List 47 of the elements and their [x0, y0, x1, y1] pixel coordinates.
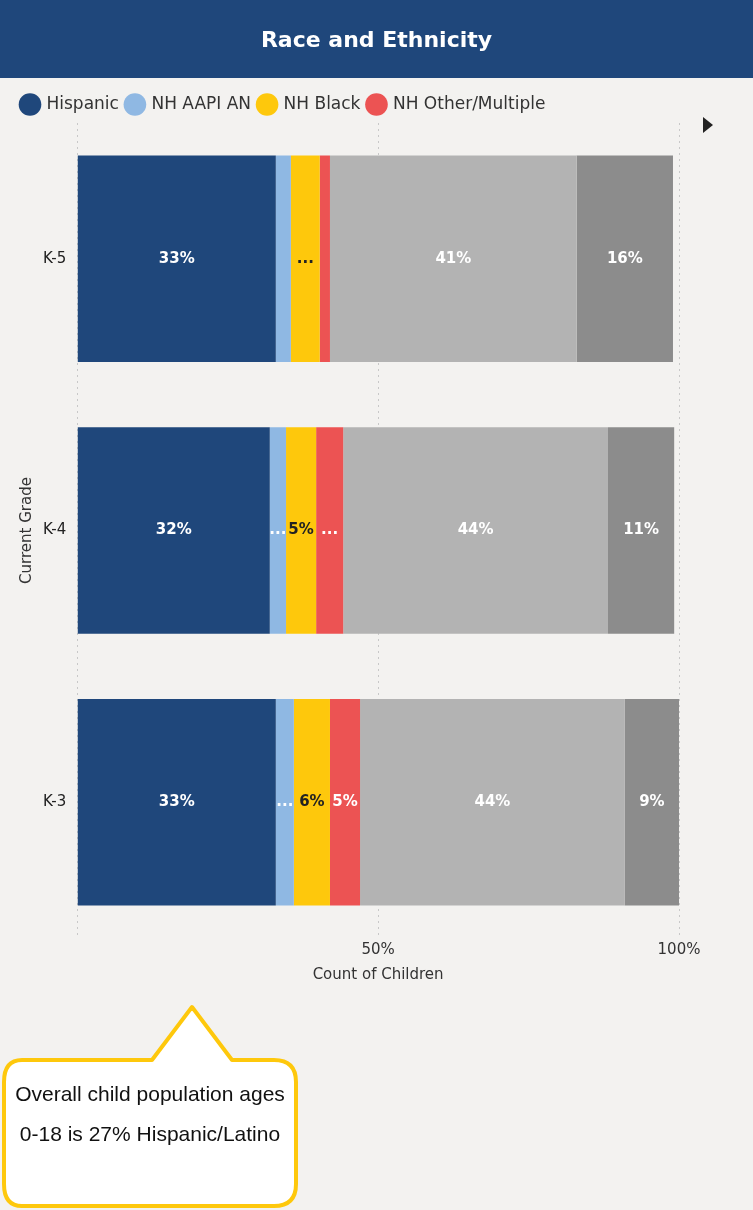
bar: [275, 698, 294, 906]
bar: [319, 155, 330, 363]
bar: [329, 155, 577, 363]
data-label: 33%: [158, 248, 195, 267]
data-label: 44%: [457, 520, 494, 539]
legend-label: Hispanic: [46, 92, 119, 113]
data-label: 16%: [606, 248, 643, 267]
data-label: 32%: [155, 520, 192, 539]
y-axis-title: Current Grade: [16, 477, 35, 584]
data-label: 5%: [288, 520, 314, 539]
bar: [360, 698, 625, 906]
bar: [77, 698, 276, 906]
bar: [316, 427, 344, 634]
data-label: 33%: [158, 792, 195, 811]
data-label: 11%: [623, 520, 660, 539]
bar: [343, 427, 608, 634]
y-tick-label: K-3: [43, 792, 67, 811]
bar: [576, 155, 673, 363]
bar: [286, 427, 317, 634]
data-label: 6%: [299, 792, 325, 811]
data-label: 9%: [639, 792, 665, 811]
speech-bubble: Overall child population ages 0-18 is 27% Hispanic/Latino: [2, 1004, 298, 1208]
data-label: 41%: [435, 248, 472, 267]
y-tick-label: K-4: [43, 520, 67, 539]
data-label: ...: [296, 248, 314, 267]
bar: [275, 155, 291, 363]
bar: [269, 427, 287, 634]
data-label: ...: [321, 520, 339, 539]
data-label: ...: [269, 520, 287, 539]
bar: [329, 698, 361, 906]
data-label: 44%: [474, 792, 511, 811]
x-axis-title: Count of Children: [312, 964, 444, 983]
data-label: ...: [276, 792, 294, 811]
bar: [77, 155, 276, 363]
bar: [293, 698, 330, 906]
bar: [624, 698, 679, 906]
bar: [77, 427, 270, 634]
legend-label: NH AAPI AN: [151, 92, 252, 113]
y-tick-label: K-5: [43, 248, 67, 267]
bar: [607, 427, 675, 634]
x-tick-label: 50%: [361, 939, 395, 958]
data-label: 5%: [332, 792, 358, 811]
x-tick-label: 100%: [657, 939, 701, 958]
chart-title: Race and Ethnicity: [0, 0, 753, 78]
bar: [290, 155, 320, 363]
legend-label: NH Black: [283, 92, 361, 113]
legend-label: NH Other/Multiple: [392, 92, 546, 113]
